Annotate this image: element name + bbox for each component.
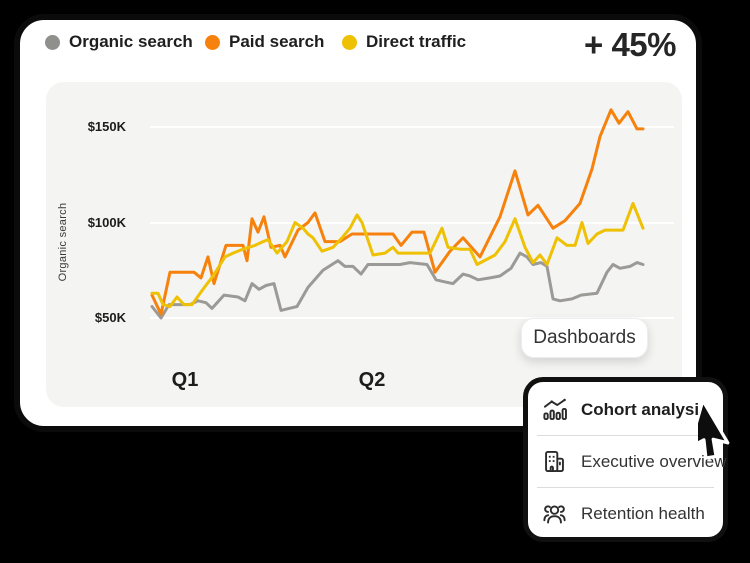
x-label-q1: Q1 [171, 369, 199, 391]
series-paid-search [150, 108, 645, 316]
legend-item-organic-search[interactable]: Organic search [45, 32, 193, 51]
people-icon [543, 505, 566, 524]
menu-item-label: Cohort analysis [581, 399, 709, 419]
series-organic-search [150, 251, 645, 320]
legend-label: Organic search [69, 32, 193, 51]
direct-traffic-dot-icon [342, 34, 357, 50]
organic-search-dot-icon [45, 34, 60, 50]
dashboards-button-label: Dashboards [533, 327, 636, 348]
gridline-50k [150, 317, 674, 319]
legend-item-direct-traffic[interactable]: Direct traffic [342, 32, 467, 51]
y-tick-150k: $150K [87, 119, 126, 134]
dashboards-menu: Cohort analysis Executive overview [523, 377, 728, 542]
building-icon [545, 450, 564, 473]
menu-item-cohort-analysis[interactable]: Cohort analysis [528, 384, 723, 435]
paid-search-dot-icon [205, 34, 220, 50]
legend-label: Paid search [229, 32, 325, 51]
gridline-150k [150, 126, 674, 128]
series-direct-traffic [150, 201, 645, 308]
y-tick-100k: $100K [87, 215, 126, 230]
menu-item-label: Retention health [581, 503, 705, 523]
legend-item-paid-search[interactable]: Paid search [205, 32, 325, 51]
cohort-chart-icon [543, 398, 567, 421]
y-tick-50k: $50K [94, 310, 126, 325]
gridline-100k [150, 222, 674, 224]
menu-divider [537, 487, 714, 488]
x-label-q2: Q2 [358, 369, 386, 391]
menu-item-label: Executive overview [581, 451, 727, 471]
menu-item-retention-health[interactable]: Retention health [528, 488, 723, 539]
menu-divider [537, 435, 714, 436]
legend-label: Direct traffic [366, 32, 467, 51]
dashboards-button[interactable]: Dashboards [521, 318, 648, 358]
line-chart [150, 108, 645, 320]
growth-kpi: + 45% [584, 26, 677, 63]
menu-item-executive-overview[interactable]: Executive overview [528, 436, 727, 487]
